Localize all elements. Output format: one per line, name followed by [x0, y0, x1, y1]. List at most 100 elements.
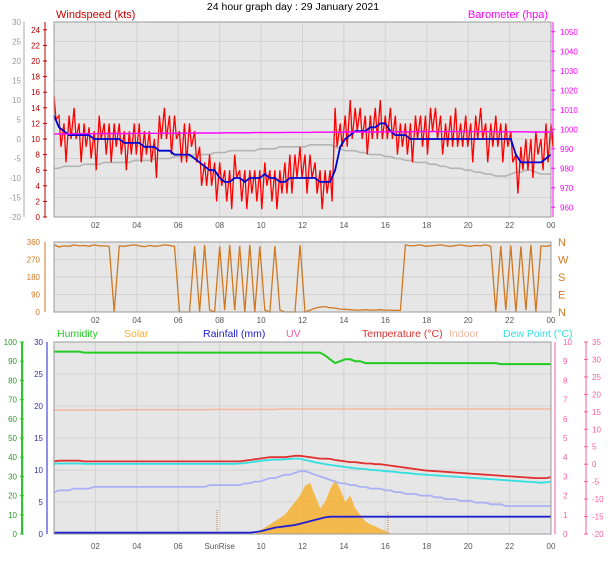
wind-outer-tick-label: -5	[14, 155, 22, 164]
humidity-tick-label: 30	[8, 472, 17, 481]
barometer-tick-label: 960	[560, 203, 574, 212]
uv-tick-label: 0	[563, 530, 568, 539]
wind-direction-series	[53, 244, 552, 313]
legend-label: Solar	[124, 328, 149, 340]
indoor-series	[54, 408, 551, 411]
rainfall-tick-label: 5	[39, 498, 44, 507]
barometer-title: Barometer (hpa)	[468, 9, 548, 21]
humidity-tick-label: 10	[8, 511, 17, 520]
wind-outer-tick-label: -15	[9, 194, 21, 203]
wind-x-tick-label: 20	[464, 221, 473, 230]
windspeed-tick-label: 0	[36, 213, 41, 222]
solar-area	[54, 479, 551, 534]
humidity-tick-label: 70	[8, 396, 17, 405]
humidity-tick-label: 60	[8, 415, 17, 424]
temperature-x-tick-label: 16	[381, 542, 390, 551]
wind-outer-tick-label: 20	[12, 57, 21, 66]
windspeed-tick-label: 12	[31, 119, 40, 128]
wind-outer-tick-label: 5	[17, 116, 22, 125]
wind-x-tick-label: 14	[339, 221, 348, 230]
panel-frame	[53, 341, 552, 535]
temperature-tick-label: 0	[592, 460, 597, 469]
windspeed-tick-label: 20	[31, 57, 40, 66]
barometer-tick-label: 990	[560, 145, 574, 154]
wind-outer-tick-label: 10	[12, 96, 21, 105]
compass-label: E	[558, 290, 565, 302]
wind-x-tick-label: 02	[91, 221, 100, 230]
windspeed-tick-label: 18	[31, 73, 40, 82]
direction-x-tick-label: 06	[174, 316, 183, 325]
compass-label: N	[558, 307, 566, 319]
barometer-tick-label: 1000	[560, 125, 578, 134]
windspeed-tick-label: 14	[31, 104, 40, 113]
barometer-series	[54, 130, 551, 135]
wind-outer-tick-label: 0	[17, 135, 22, 144]
temperature-tick-label: 30	[592, 355, 601, 364]
direction-x-tick-label: 02	[91, 316, 100, 325]
temperature-x-tick-label: 04	[132, 542, 141, 551]
temperature-x-tick-label: 06	[174, 542, 183, 551]
rainfall-tick-label: 0	[39, 530, 44, 539]
rainfall-series	[54, 515, 551, 534]
rainfall-tick-label: 30	[34, 338, 43, 347]
barometer-tick-label: 1010	[560, 106, 578, 115]
temperature-x-tick-label: 10	[257, 542, 266, 551]
wind-x-tick-label: 10	[257, 221, 266, 230]
legend-label: Rainfall (mm)	[203, 328, 265, 340]
temperature-x-tick-label: 02	[91, 542, 100, 551]
temperature-series	[53, 454, 552, 480]
uv-tick-label: 9	[563, 357, 568, 366]
temperature-x-tick-label: 12	[298, 542, 307, 551]
temperature-x-tick-label: 22	[505, 542, 514, 551]
uv-tick-label: 10	[563, 338, 572, 347]
direction-x-tick-label: 22	[505, 316, 514, 325]
temperature-x-tick-label: 18	[422, 542, 431, 551]
uv-tick-label: 5	[563, 434, 568, 443]
direction-tick-label: 270	[27, 256, 41, 265]
wind-x-tick-label: 00	[547, 221, 556, 230]
uv-tick-label: 7	[563, 396, 568, 405]
windspeed-tick-label: 10	[31, 135, 40, 144]
legend-label: Indoor	[449, 328, 479, 340]
rainfall-tick-label: 10	[34, 466, 43, 475]
gust-series	[53, 96, 554, 210]
compass-label: N	[558, 237, 566, 249]
windspeed-tick-label: 2	[36, 197, 41, 206]
direction-tick-label: 90	[31, 291, 40, 300]
wind-x-tick-label: 08	[215, 221, 224, 230]
windspeed-series	[53, 115, 552, 184]
rainfall-tick-label: 25	[34, 370, 43, 379]
lilac-trace-series	[53, 470, 551, 508]
compass-label: S	[558, 272, 565, 284]
windspeed-tick-label: 4	[36, 182, 41, 191]
temperature-x-tick-label: 20	[464, 542, 473, 551]
legend-label: Temperature (°C)	[362, 328, 443, 340]
temperature-tick-label: -20	[592, 530, 604, 539]
barometer-tick-label: 1020	[560, 86, 578, 95]
uv-tick-label: 6	[563, 415, 568, 424]
graph-title: 24 hour graph day : 29 January 2021	[207, 1, 379, 13]
temperature-tick-label: 10	[592, 425, 601, 434]
direction-tick-label: 0	[36, 308, 41, 317]
temperature-tick-label: 5	[592, 443, 597, 452]
wind-x-tick-label: 06	[174, 221, 183, 230]
panel-frame	[53, 241, 552, 313]
rainfall-tick-label: 20	[34, 402, 43, 411]
direction-x-tick-label: 12	[298, 316, 307, 325]
barometer-tick-label: 970	[560, 184, 574, 193]
humidity-tick-label: 80	[8, 376, 17, 385]
uv-tick-label: 8	[563, 376, 568, 385]
rainfall-tick-label: 15	[34, 434, 43, 443]
direction-tick-label: 360	[27, 238, 41, 247]
temperature-tick-label: 25	[592, 373, 601, 382]
humidity-tick-label: 0	[13, 530, 18, 539]
barometer-tick-label: 1050	[560, 28, 578, 37]
temperature-tick-label: 35	[592, 338, 601, 347]
legend-label: Dew Point (°C)	[503, 328, 573, 340]
humidity-series	[54, 350, 551, 366]
direction-x-tick-label: 20	[464, 316, 473, 325]
direction-x-tick-label: 16	[381, 316, 390, 325]
temperature-x-tick-label: SunRise	[205, 542, 236, 551]
